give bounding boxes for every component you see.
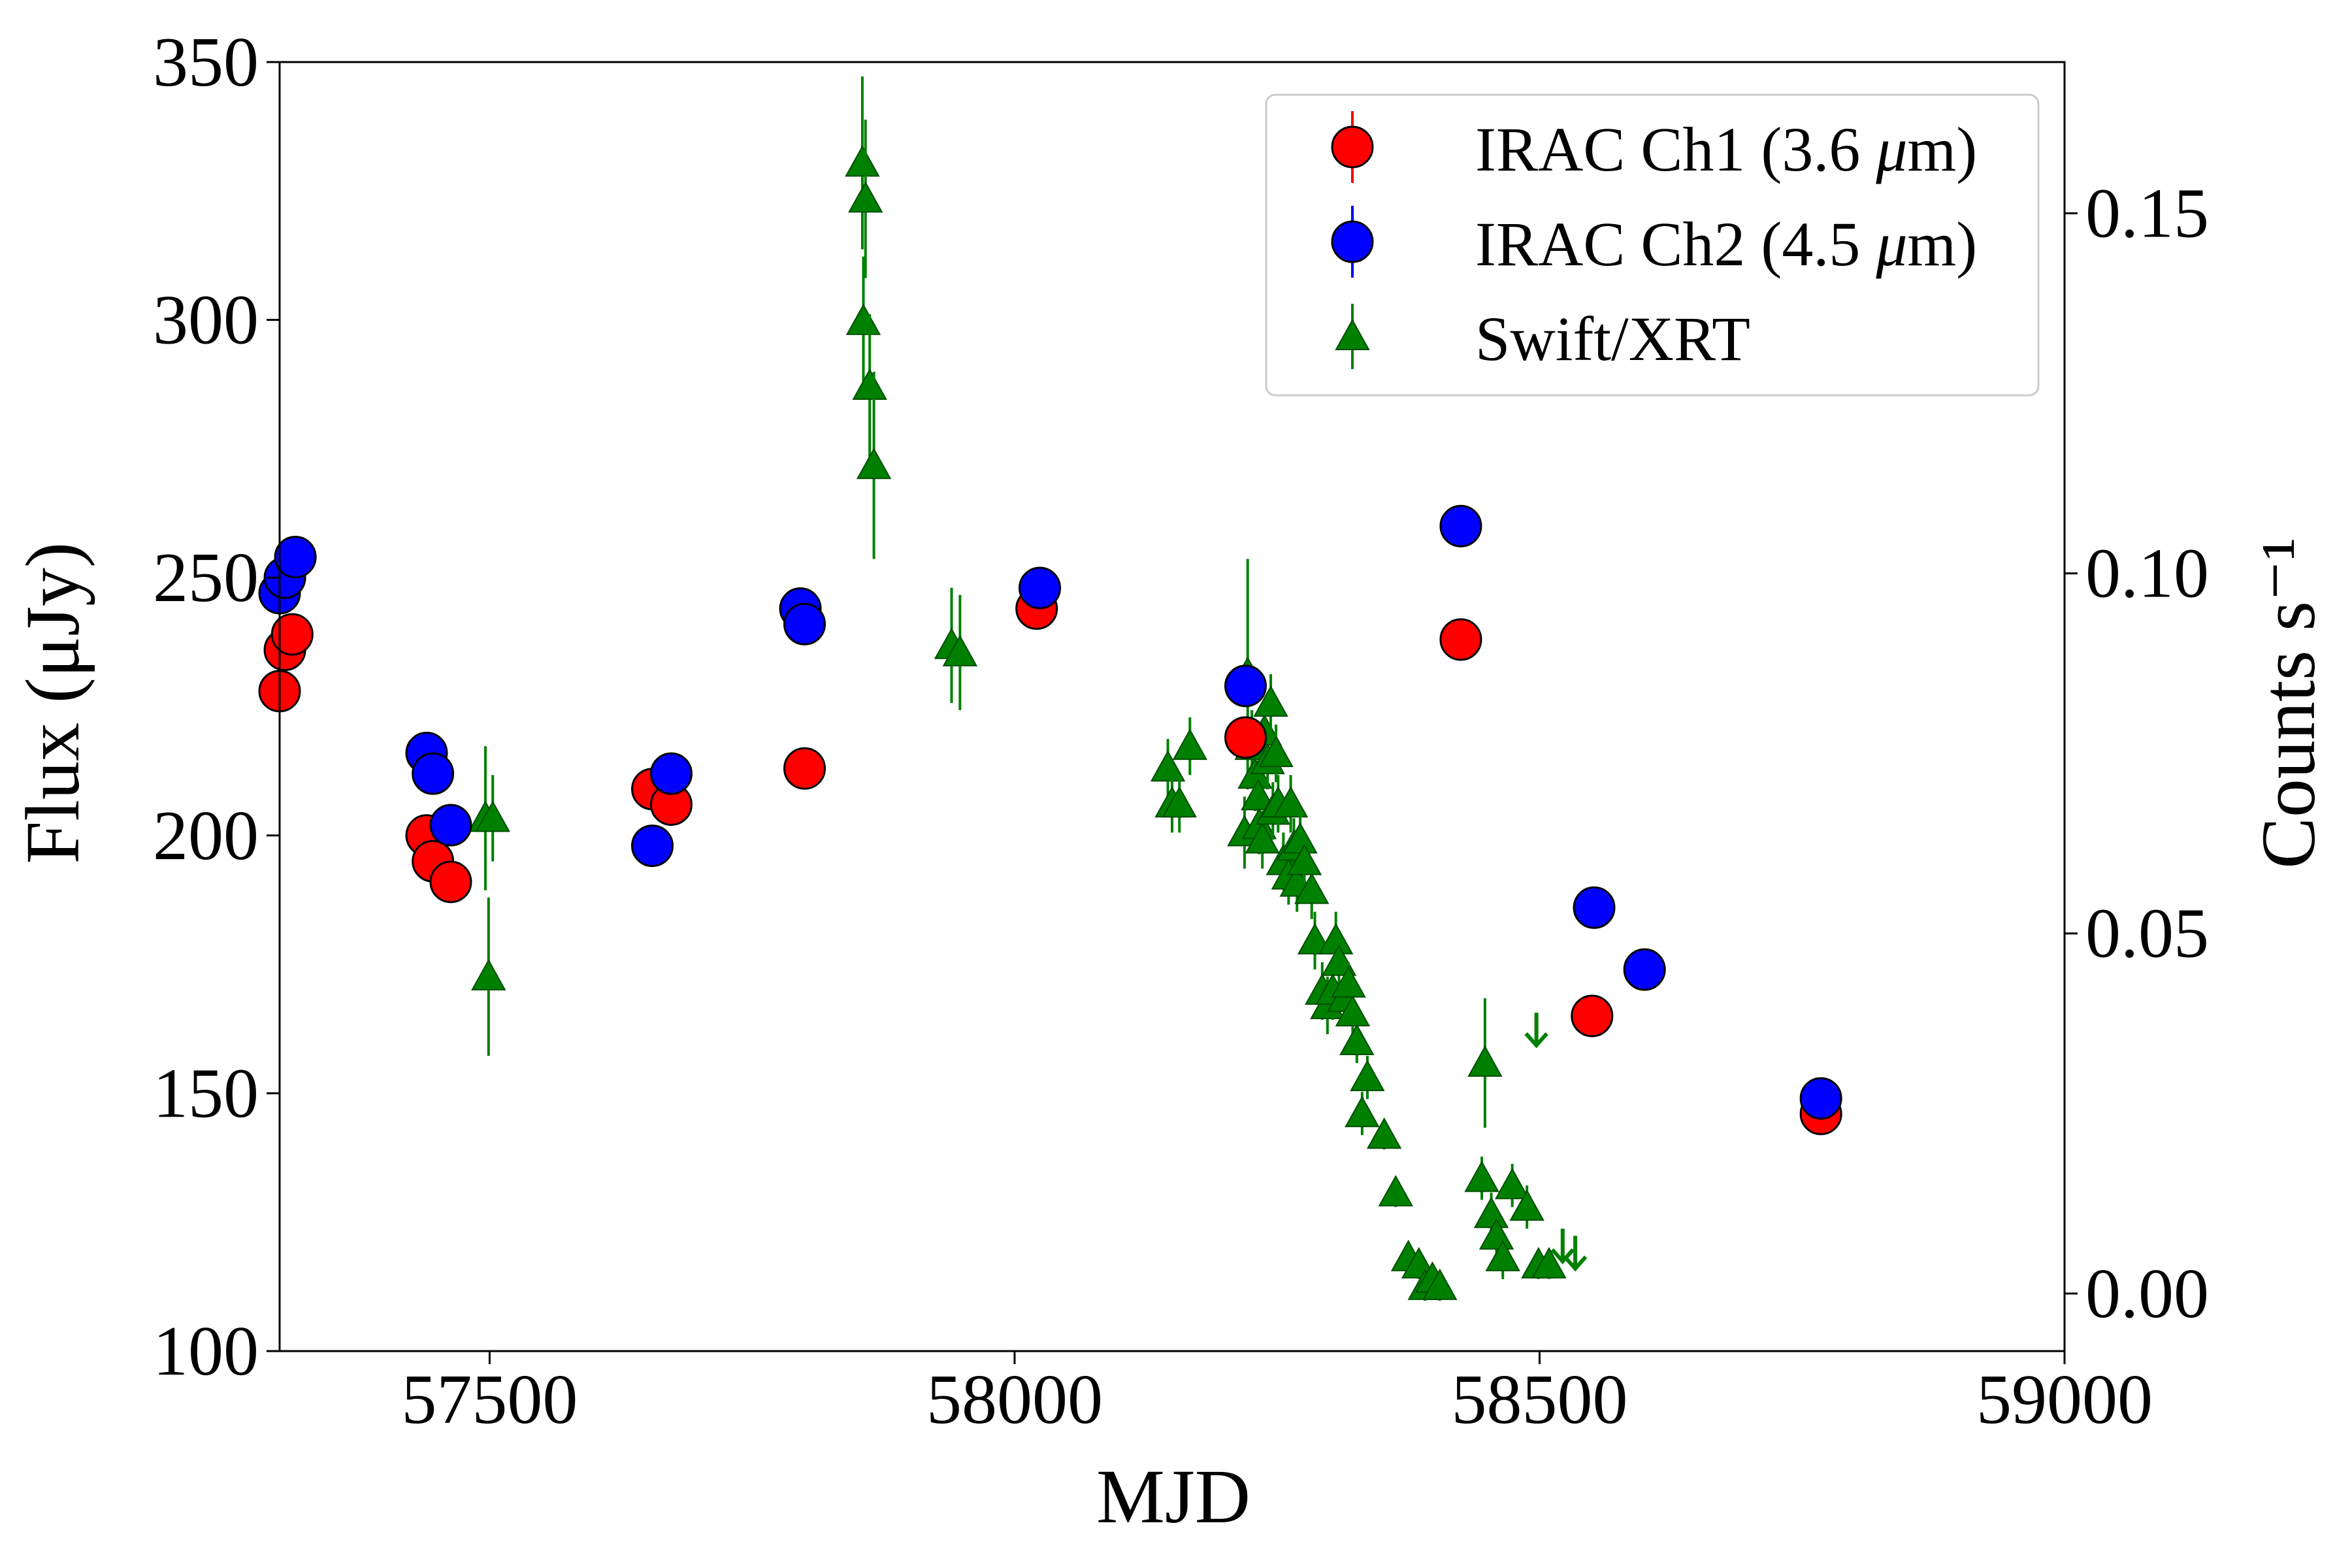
swift-xrt-point	[1485, 1239, 1520, 1271]
irac-ch1-point	[1224, 716, 1267, 759]
swift-xrt-point	[1464, 1160, 1499, 1192]
swift-xrt-point	[1378, 1175, 1414, 1207]
swift-xrt-point	[1401, 1247, 1437, 1279]
axes-layer: 57500 58000 58500 59000 100 150 200 250 300 350 0.…	[153, 24, 2209, 1439]
irac-ch2-point	[631, 825, 674, 868]
irac-ch2-point	[1019, 566, 1062, 610]
irac-ch2-point	[1439, 504, 1482, 547]
swift-xrt-point	[1473, 1196, 1509, 1228]
legend-marker	[1331, 220, 1374, 263]
x-tick-label: 57500	[401, 1361, 578, 1439]
x-tick-label: 58500	[1451, 1361, 1627, 1439]
swift-xrt-point	[1245, 822, 1280, 854]
y-tick-label: 350	[153, 24, 259, 101]
swift-xrt-point	[1339, 1023, 1375, 1056]
swift-xrt-point	[1258, 736, 1294, 768]
legend-box	[1265, 93, 2040, 397]
swift-xrt-point	[1294, 872, 1330, 904]
swift-xrt-point	[852, 368, 887, 400]
right-y-tick-label: 0.00	[2085, 1255, 2209, 1333]
swift-xrt-point	[1366, 1117, 1402, 1149]
swift-xrt-point	[1350, 1060, 1385, 1092]
irac-ch1-point	[1439, 618, 1482, 661]
plot-frame	[278, 61, 2066, 1352]
irac-ch1-point	[1571, 994, 1614, 1037]
y-tick-label: 200	[153, 797, 259, 875]
swift-xrt-point	[1345, 1096, 1380, 1128]
y-tick-label: 150	[153, 1054, 259, 1132]
swift-xrt-point	[1162, 786, 1197, 818]
swift-xrt-point	[942, 634, 978, 666]
swift-xrt-point	[475, 800, 510, 832]
irac-ch2-point	[1799, 1077, 1842, 1120]
swift-xrt-point	[845, 145, 880, 177]
swift-xrt-point	[845, 303, 881, 335]
irac-ch2-point	[1623, 948, 1666, 991]
x-tick-label: 58000	[926, 1361, 1103, 1439]
swift-xrt-point	[856, 448, 892, 480]
irac-ch2-point	[783, 602, 826, 645]
irac-ch1-point	[429, 860, 472, 904]
irac-ch2-point	[274, 536, 317, 579]
x-tick-label: 59000	[1976, 1361, 2153, 1439]
marks-layer	[258, 76, 1842, 1301]
irac-ch2-point	[1224, 664, 1267, 708]
irac-ch1-point	[270, 613, 314, 656]
y-tick-label: 100	[153, 1313, 259, 1390]
swift-xrt-point	[1172, 728, 1208, 760]
swift-xrt-upper-limit-arrowhead	[1524, 1032, 1548, 1049]
y-tick-label: 250	[153, 539, 259, 617]
swift-xrt-point	[1273, 786, 1309, 818]
swift-xrt-point	[1531, 1247, 1567, 1279]
swift-xrt-upper-limit-arrowhead	[1550, 1248, 1575, 1265]
swift-xrt-point	[848, 181, 883, 213]
legend-label: IRAC Ch1 (3.6 μm)	[1475, 114, 1977, 184]
legend-label: IRAC Ch2 (4.5 μm)	[1475, 209, 1977, 279]
irac-ch2-point	[412, 752, 455, 795]
right-y-axis-label: Counts s⁻¹	[2246, 537, 2331, 869]
swift-xrt-point	[1494, 1168, 1530, 1200]
right-y-tick-label: 0.10	[2085, 535, 2209, 613]
swift-xrt-point	[1150, 750, 1186, 782]
swift-xrt-point	[1478, 1218, 1514, 1250]
swift-xrt-point	[1253, 685, 1288, 717]
x-axis-label: MJD	[1096, 1454, 1250, 1539]
legend: IRAC Ch1 (3.6 μm) IRAC Ch2 (4.5 μm) Swift/…	[1265, 93, 2040, 397]
y-axis-label: Flux (μJy)	[10, 542, 95, 864]
swift-xrt-point	[1509, 1189, 1544, 1221]
swift-xrt-upper-limit-arrowhead	[1563, 1255, 1588, 1272]
legend-marker	[1335, 318, 1370, 350]
right-y-tick-label: 0.05	[2085, 895, 2209, 973]
irac-ch1-point	[783, 747, 826, 790]
swift-xrt-point	[1331, 966, 1366, 998]
swift-xrt-point	[471, 958, 506, 990]
swift-xrt-point	[1422, 1268, 1458, 1300]
right-y-tick-label: 0.15	[2085, 174, 2209, 252]
legend-label: Swift/XRT	[1475, 304, 1750, 374]
y-tick-label: 300	[153, 282, 259, 359]
irac-ch2-point	[1573, 886, 1616, 929]
irac-ch2-point	[429, 804, 472, 847]
swift-xrt-point	[1467, 1045, 1503, 1077]
legend-marker	[1331, 125, 1374, 169]
swift-xrt-point	[1335, 994, 1371, 1026]
irac-ch2-point	[649, 752, 693, 795]
